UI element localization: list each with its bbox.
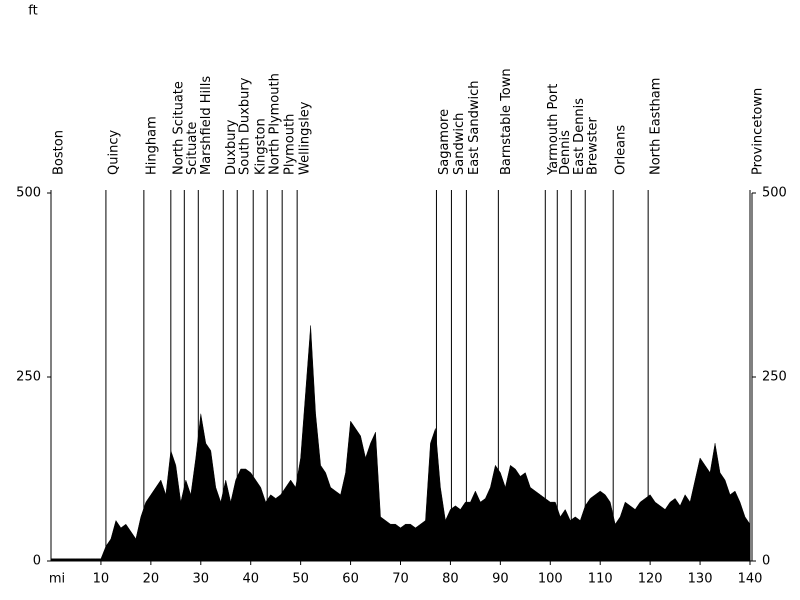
x-unit-label: mi <box>49 572 65 587</box>
town-label: Boston <box>52 130 67 175</box>
x-tick-label: 100 <box>538 572 563 587</box>
town-label: Sagamore <box>437 109 452 175</box>
y-tick-label: 250 <box>16 370 41 385</box>
town-label: Orleans <box>614 125 629 175</box>
town-label: Scituate <box>185 122 200 175</box>
town-label: East Dennis <box>572 98 587 175</box>
town-label: Brewster <box>586 117 601 175</box>
x-tick-label: 130 <box>688 572 713 587</box>
y-tick-label: 500 <box>762 186 787 201</box>
x-tick-label: 80 <box>442 572 459 587</box>
town-label: Provincetown <box>751 88 766 175</box>
x-tick-label: 20 <box>143 572 160 587</box>
y-tick-label: 500 <box>16 186 41 201</box>
x-tick-label: 120 <box>638 572 663 587</box>
town-label: East Sandwich <box>467 80 482 175</box>
x-tick-label: 60 <box>342 572 359 587</box>
town-label: Yarmouth Port <box>546 84 561 176</box>
x-tick-label: 30 <box>193 572 210 587</box>
y-unit-label: ft <box>28 4 37 19</box>
town-label: Barnstable Town <box>499 68 514 175</box>
x-tick-label: 110 <box>588 572 613 587</box>
town-label: Duxbury <box>224 119 239 175</box>
town-label: Kingston <box>254 118 269 175</box>
elevation-area <box>50 325 751 562</box>
y-tick-label: 250 <box>762 370 787 385</box>
x-tick-label: 40 <box>242 572 259 587</box>
town-label: Quincy <box>106 130 121 175</box>
y-tick-label: 0 <box>762 554 770 569</box>
town-label: Dennis <box>558 130 573 175</box>
x-tick-label: 70 <box>392 572 409 587</box>
x-tick-label: 50 <box>292 572 309 587</box>
town-label: Wellingsley <box>298 101 313 175</box>
x-tick-label: 140 <box>738 572 763 587</box>
town-label: Plymouth <box>283 114 298 175</box>
town-label: Marshfield Hills <box>199 76 214 175</box>
town-label: Hingham <box>144 116 159 175</box>
town-label: Sandwich <box>452 113 467 175</box>
town-label: North Scituate <box>171 81 186 175</box>
town-label: South Duxbury <box>238 77 253 175</box>
x-tick-label: 90 <box>492 572 509 587</box>
town-label: North Plymouth <box>268 73 283 175</box>
y-tick-label: 0 <box>33 554 41 569</box>
town-label: North Eastham <box>649 78 664 175</box>
x-tick-label: 10 <box>93 572 110 587</box>
